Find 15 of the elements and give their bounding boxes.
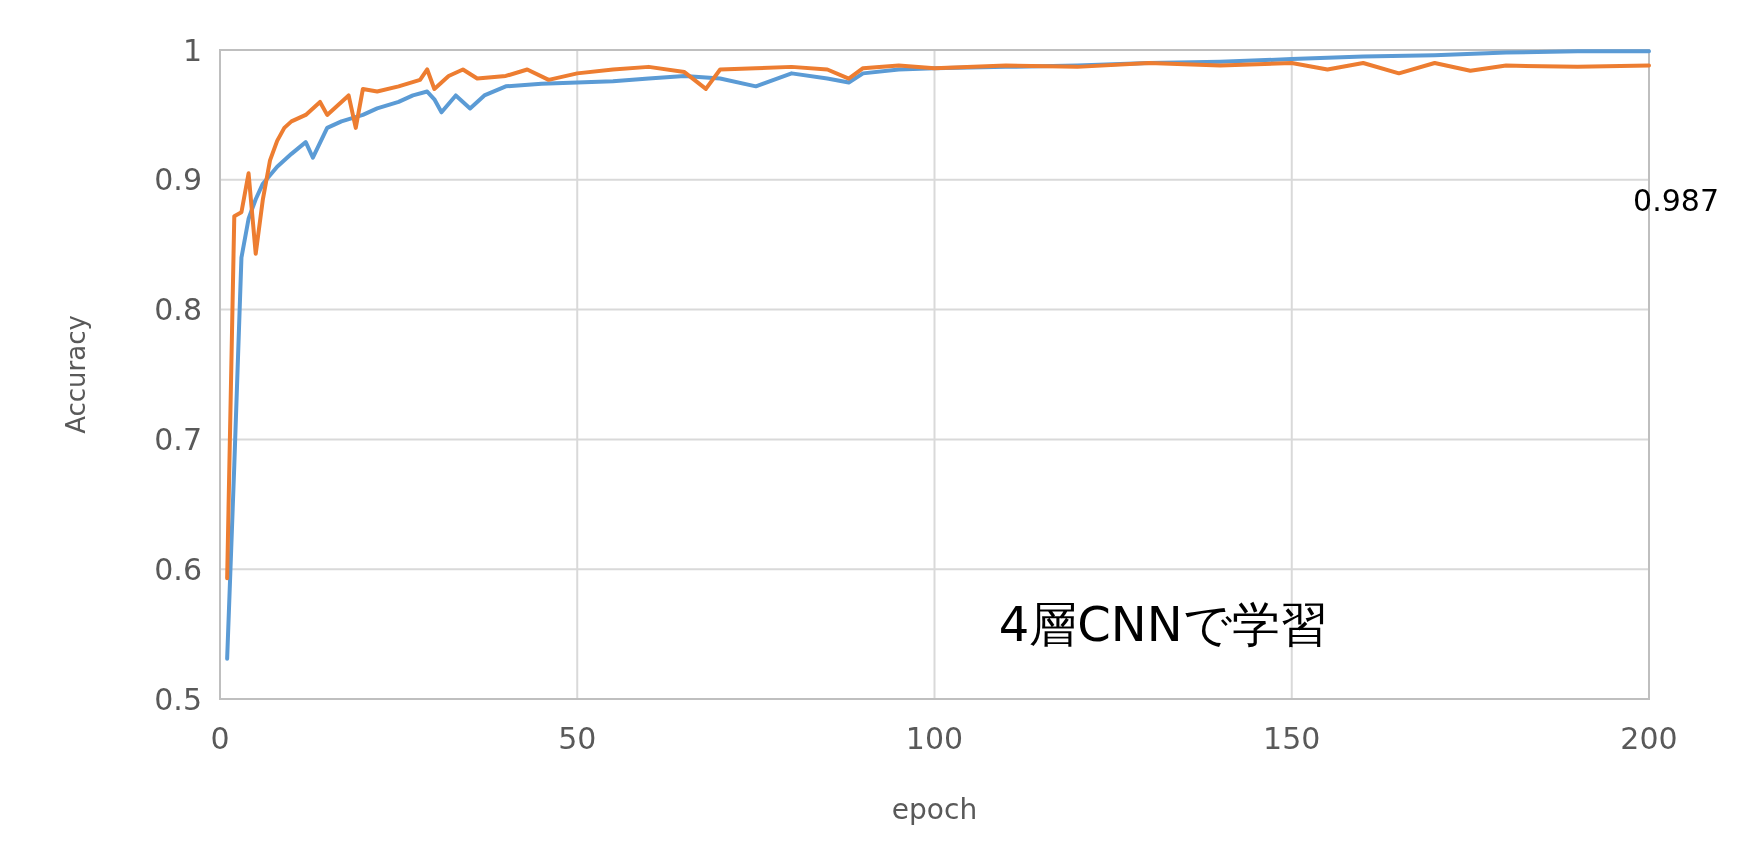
x-tick-label: 50: [558, 721, 597, 756]
x-tick-label: 0: [210, 721, 230, 756]
y-tick-label: 0.5: [154, 681, 202, 717]
y-tick-label: 0.7: [154, 421, 202, 457]
y-tick-label: 1: [182, 32, 202, 68]
y-tick-label: 0.9: [154, 162, 202, 198]
x-tick-label: 200: [1620, 721, 1678, 756]
y-axis-title: Accuracy: [61, 315, 91, 434]
x-tick-label: 100: [905, 721, 964, 756]
x-axis-title: epoch: [891, 793, 978, 826]
y-tick-label: 0.6: [154, 551, 202, 587]
annotation: 0.987: [1633, 183, 1719, 219]
x-tick-label: 150: [1263, 721, 1321, 756]
annotation: 4層CNNで学習: [998, 596, 1328, 653]
y-tick-label: 0.8: [154, 292, 202, 328]
